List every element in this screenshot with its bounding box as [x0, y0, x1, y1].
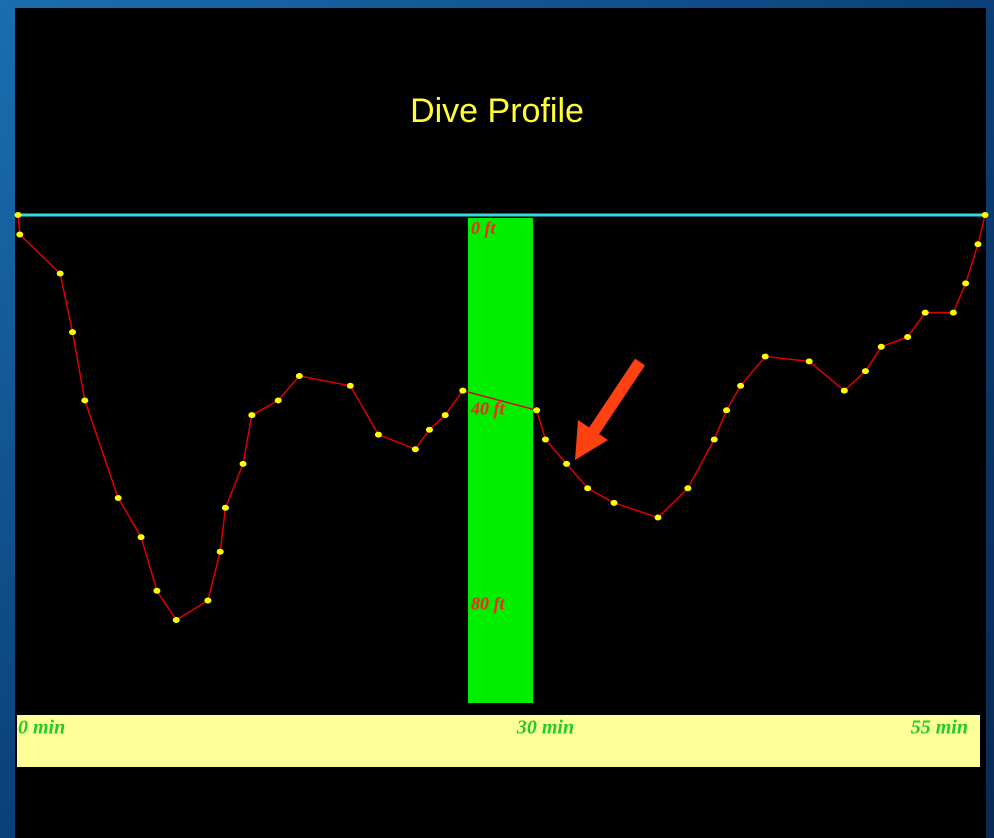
profile-marker	[411, 446, 419, 453]
profile-marker	[248, 412, 256, 419]
chart-title: Dive Profile	[410, 92, 584, 130]
profile-marker	[204, 597, 212, 604]
profile-marker	[584, 485, 592, 492]
x-tick-label: 55 min	[911, 717, 968, 739]
x-tick-label: 0 min	[18, 717, 65, 739]
profile-marker	[69, 329, 77, 336]
profile-marker	[684, 485, 692, 492]
profile-marker	[459, 387, 467, 394]
profile-marker	[962, 280, 970, 287]
arrow	[575, 358, 645, 460]
profile-marker	[877, 343, 885, 350]
profile-marker	[153, 587, 161, 594]
profile-marker	[441, 412, 449, 419]
y-tick-label: 80 ft	[471, 594, 505, 614]
profile-marker	[374, 431, 382, 438]
arrow-head	[575, 420, 608, 460]
arrow-shaft	[587, 358, 645, 438]
profile-marker	[81, 397, 89, 404]
profile-marker	[239, 460, 247, 467]
profile-marker	[216, 548, 224, 555]
profile-marker	[949, 309, 957, 316]
y-tick-label: 0 ft	[471, 218, 496, 238]
profile-marker	[805, 358, 813, 365]
profile-marker	[14, 212, 22, 218]
profile-marker	[904, 334, 912, 340]
profile-marker	[16, 231, 24, 238]
profile-marker	[861, 368, 869, 375]
profile-marker	[710, 436, 718, 443]
profile-marker	[221, 504, 229, 511]
profile-marker	[921, 309, 929, 316]
profile-marker	[137, 534, 145, 541]
x-tick-label: 30 min	[516, 717, 574, 739]
depth-scale-bar	[468, 218, 533, 703]
profile-marker	[840, 387, 848, 394]
profile-marker	[737, 382, 745, 389]
profile-marker	[295, 373, 303, 380]
profile-marker	[974, 241, 982, 248]
y-tick-label: 40 ft	[470, 398, 505, 418]
profile-marker	[610, 499, 618, 506]
profile-marker	[346, 382, 354, 389]
profile-marker	[114, 495, 122, 502]
profile-marker	[541, 436, 549, 443]
profile-marker	[723, 407, 731, 414]
profile-marker	[533, 407, 541, 414]
profile-marker	[172, 617, 180, 624]
profile-marker	[56, 270, 64, 277]
profile-marker	[425, 426, 433, 433]
profile-marker	[981, 212, 989, 218]
profile-marker	[274, 397, 282, 404]
profile-marker	[563, 460, 571, 467]
time-bar	[17, 715, 980, 767]
profile-marker	[654, 514, 662, 521]
profile-marker	[761, 353, 769, 360]
